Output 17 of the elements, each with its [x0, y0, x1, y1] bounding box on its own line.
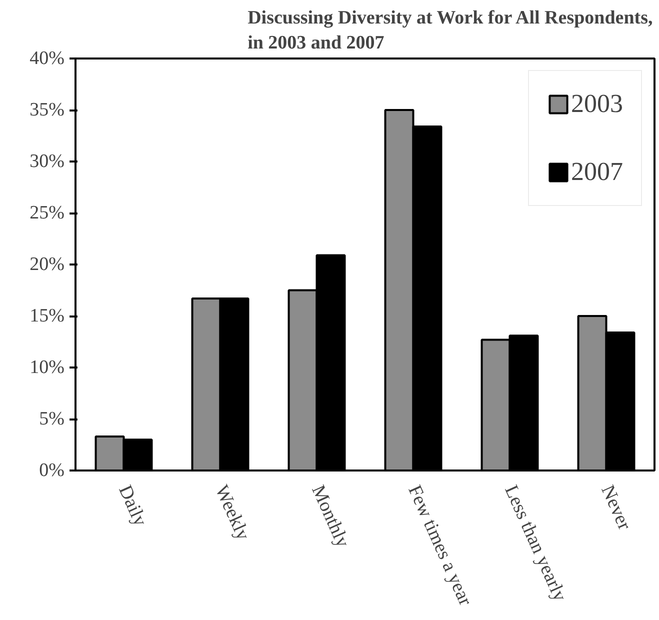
x-tick-label: Less than yearly — [500, 482, 570, 605]
x-tick-label: Weekly — [210, 482, 254, 544]
y-tick-label: 40% — [30, 48, 65, 69]
y-tick-label: 20% — [30, 254, 65, 275]
legend-label: 2007 — [571, 157, 623, 187]
x-tick-label: Daily — [114, 482, 151, 530]
y-tick-label: 25% — [30, 202, 65, 224]
y-tick-label: 15% — [30, 306, 65, 326]
y-tick-label: 0% — [39, 460, 65, 481]
chart-title: Discussing Diversity at Work for All Respondents, in 2003 and 2007 — [248, 7, 654, 54]
y-tick-label: 5% — [39, 408, 65, 430]
y-tick-label: 30% — [30, 151, 65, 172]
y-tick-label: 35% — [30, 100, 65, 120]
legend-label: 2003 — [571, 89, 623, 119]
x-tick-label: Never — [596, 482, 636, 534]
y-tick-label: 10% — [30, 357, 65, 378]
x-tick-label: Few times a year — [404, 482, 476, 610]
